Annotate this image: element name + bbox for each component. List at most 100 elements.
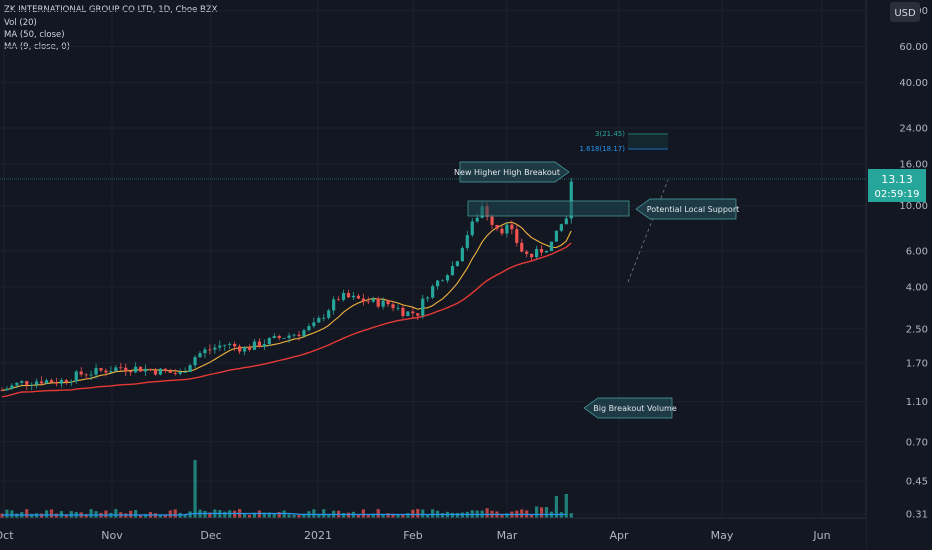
- candle-body: [168, 370, 172, 373]
- time-axis[interactable]: Oct Nov Dec 2021 Feb Mar Apr May Jun: [0, 529, 831, 542]
- volume-bar: [64, 514, 68, 518]
- candle-body: [267, 337, 271, 345]
- candle-body: [203, 349, 207, 354]
- candle-body: [416, 313, 420, 316]
- ma50-indicator-label[interactable]: MA (50, close): [4, 30, 65, 40]
- candle-body: [0, 390, 4, 392]
- currency-badge[interactable]: [890, 2, 920, 22]
- volume-bar: [228, 510, 232, 518]
- candle-body: [193, 357, 197, 366]
- fib-label-3: 3(21.45): [595, 130, 625, 138]
- candle-body: [431, 286, 435, 298]
- volume-bar: [44, 510, 49, 518]
- candle-body: [143, 368, 148, 372]
- candle-body: [465, 235, 469, 248]
- candle-body: [257, 341, 261, 347]
- candle-body: [440, 280, 445, 282]
- price-tick-label: 16.00: [899, 159, 928, 170]
- volume-bar: [267, 512, 271, 518]
- volume-bar: [322, 509, 326, 518]
- volume-bar: [361, 509, 365, 518]
- volume-bar: [168, 510, 172, 518]
- volume-bar: [188, 511, 192, 518]
- last-price-badge[interactable]: [868, 169, 926, 202]
- candle-body: [25, 381, 29, 385]
- volume-bar: [450, 512, 455, 518]
- candle-body: [198, 353, 202, 358]
- candle-body: [327, 310, 331, 318]
- candle-body: [455, 261, 459, 267]
- price-tick-label: 60.00: [899, 42, 928, 53]
- support-zone[interactable]: [467, 200, 630, 217]
- volume-indicator-label[interactable]: Vol (20): [4, 18, 37, 28]
- candle-body: [44, 380, 49, 384]
- candle-body: [163, 368, 167, 371]
- candle-body: [178, 371, 182, 374]
- volume-bar: [282, 510, 286, 518]
- volume-bar: [10, 510, 14, 518]
- candle-body: [426, 297, 430, 299]
- candle-body: [292, 334, 296, 336]
- volume-bar: [391, 513, 395, 518]
- volume-bar: [416, 509, 420, 518]
- volume-bar: [49, 509, 54, 518]
- breakout-callout-box[interactable]: [459, 161, 570, 183]
- candle-body: [262, 344, 266, 347]
- volume-bar: [386, 513, 390, 518]
- candle-body: [89, 374, 93, 376]
- volume-ma-line: [2, 512, 566, 516]
- volume-bar: [233, 510, 237, 518]
- candle-body: [371, 298, 375, 302]
- candle-body: [470, 221, 474, 236]
- candle-body: [554, 230, 558, 242]
- candle-body: [406, 311, 410, 316]
- symbol-title[interactable]: ZK INTERNATIONAL GROUP CO LTD, 1D, Cboe …: [4, 5, 218, 15]
- candle-body: [252, 341, 257, 350]
- candle-body: [277, 335, 281, 339]
- candle-body: [15, 382, 19, 386]
- candle-body: [94, 368, 98, 375]
- candle-body: [396, 307, 400, 309]
- candle-body: [381, 300, 385, 307]
- volume-bar: [30, 513, 34, 518]
- time-axis-bg: [0, 518, 866, 550]
- breakout-callout-text: New Higher High Breakout: [454, 168, 560, 177]
- volume-callout-box[interactable]: [583, 397, 673, 419]
- volume-bar: [411, 509, 415, 518]
- volume-bar: [277, 511, 281, 518]
- candle-body: [35, 381, 39, 385]
- fib-trend-line[interactable]: [627, 179, 669, 283]
- volume-bar: [257, 510, 261, 518]
- volume-bar: [440, 513, 445, 518]
- price-tick-label: 0.70: [906, 437, 928, 448]
- candle-body: [391, 304, 395, 309]
- volume-bar: [569, 513, 573, 518]
- candle-body: [559, 224, 563, 231]
- fib-zone: [628, 135, 668, 148]
- support-callout-box[interactable]: [635, 198, 737, 220]
- volume-bar: [124, 513, 128, 518]
- volume-bar: [272, 514, 276, 518]
- volume-bar: [208, 512, 212, 518]
- price-tick-label: 4.00: [906, 283, 928, 294]
- candle-body: [302, 330, 306, 337]
- volume-bar: [302, 513, 306, 518]
- candle-body: [69, 381, 73, 383]
- candle-body: [54, 382, 59, 384]
- time-tick-label: Dec: [200, 529, 221, 542]
- volume-bar: [84, 514, 88, 518]
- support-callout-text: Potential Local Support: [647, 205, 740, 214]
- volume-bar: [317, 513, 321, 518]
- volume-bar: [327, 514, 331, 518]
- candle-body: [84, 374, 88, 376]
- candle-body: [505, 224, 509, 234]
- candle-body: [317, 317, 321, 323]
- candle-body: [40, 381, 44, 384]
- time-tick-label: Feb: [403, 529, 422, 542]
- time-tick-label: Mar: [497, 529, 518, 542]
- volume-bar: [242, 513, 247, 518]
- candle-body: [495, 224, 499, 229]
- ma9-line: [1, 221, 572, 391]
- volume-bar: [396, 514, 400, 518]
